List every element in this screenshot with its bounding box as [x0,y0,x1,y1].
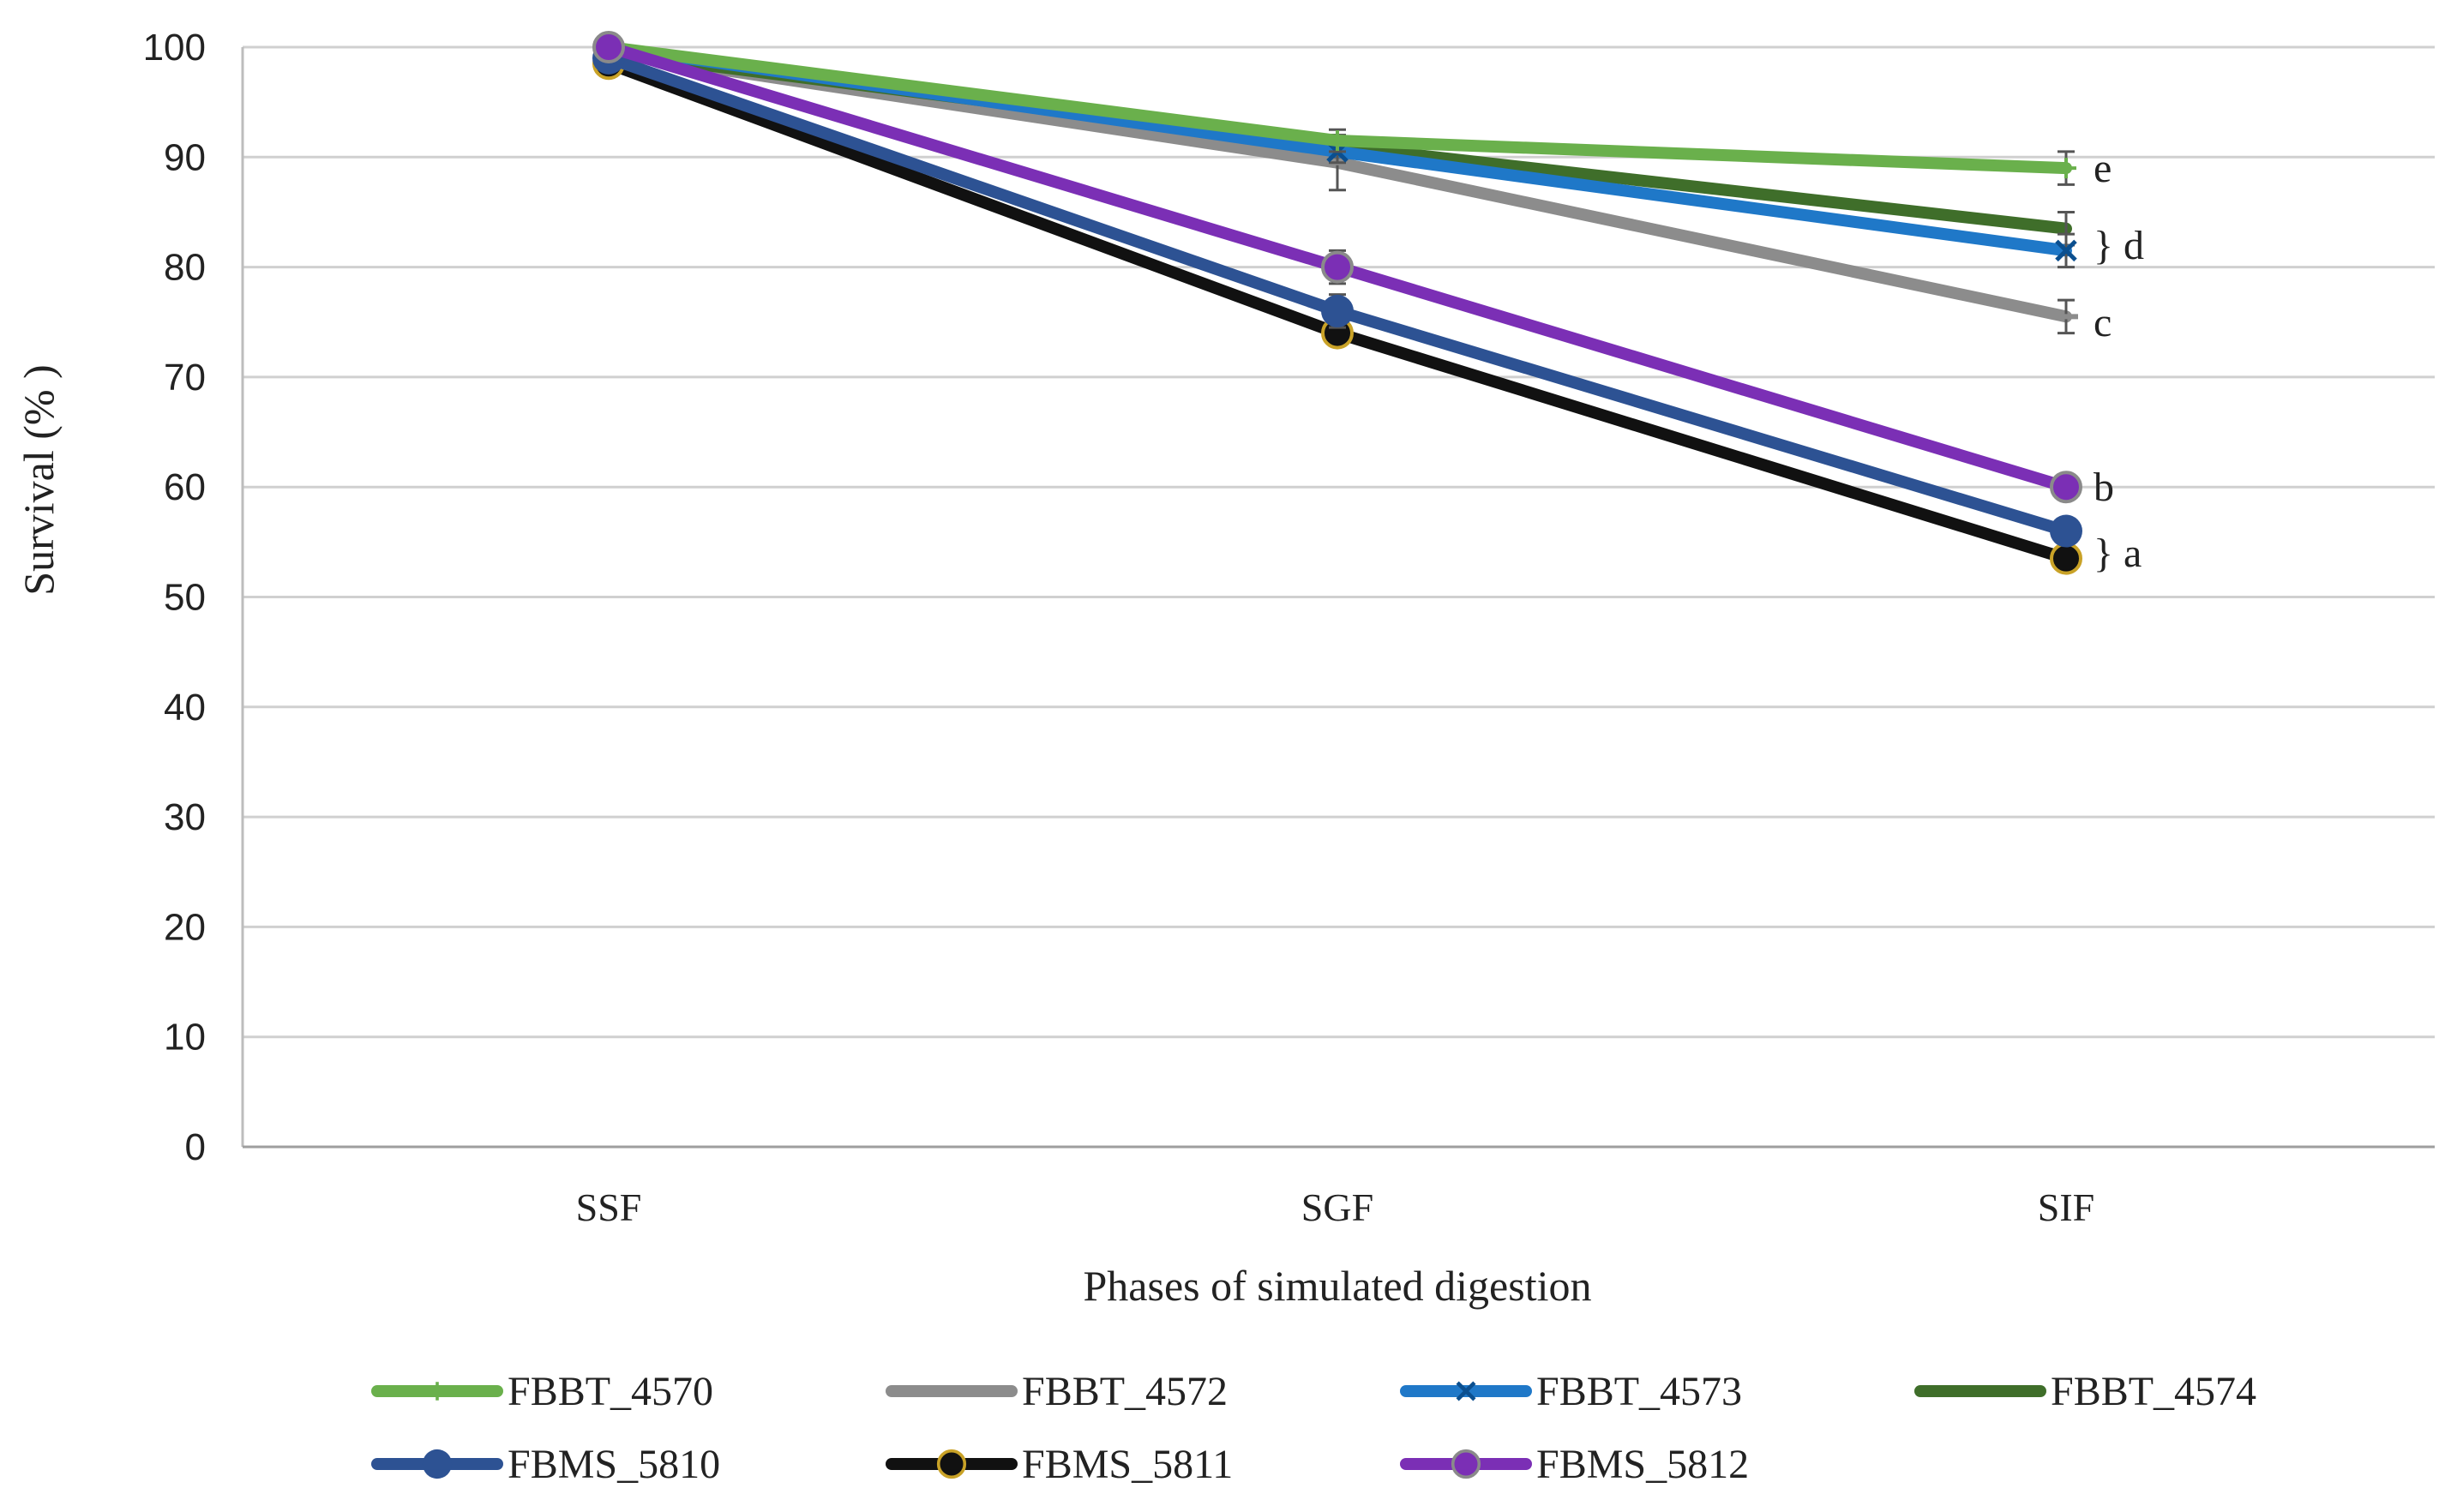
data-point [1451,1449,1481,1479]
x-tick-label: SSF [576,1185,642,1229]
legend-label: FBBT_4573 [1536,1369,1742,1414]
x-axis-title: Phases of simulated digestion [1084,1262,1592,1310]
series-FBMS_5812 [592,31,2082,504]
data-point [936,1449,967,1479]
legend: FBBT_4570 FBBT_4572 FBBT_4573 FBBT_4574 FBMS… [371,1369,2256,1487]
data-point [428,1382,447,1401]
data-point [2050,471,2082,504]
series-lines [592,31,2082,575]
axes: 0 10 20 30 40 50 60 70 80 90 100 SSF SGF SIF [143,27,2435,1229]
y-tick-label: 40 [164,687,206,729]
y-tick-label: 100 [143,27,206,69]
data-point [2050,542,2082,575]
legend-item-FBMS_5810: FBMS_5810 [371,1442,720,1487]
legend-label: FBMS_5812 [1536,1442,1749,1487]
legend-item-FBMS_5811: FBMS_5811 [886,1442,1233,1487]
y-tick-label: 10 [164,1017,206,1059]
significance-label: } a [2094,531,2142,576]
legend-item-FBMS_5812: FBMS_5812 [1400,1442,1749,1487]
y-tick-label: 90 [164,136,206,178]
y-tick-label: 0 [185,1126,206,1168]
legend-item-FBBT_4570: FBBT_4570 [371,1369,713,1414]
legend-label: FBBT_4570 [508,1369,713,1414]
legend-label: FBMS_5811 [1022,1442,1233,1487]
data-point [1321,294,1354,327]
data-point [1456,1381,1476,1401]
y-tick-label: 70 [164,357,206,399]
data-point [2056,158,2076,179]
x-tick-label: SGF [1301,1185,1373,1229]
data-point [2050,514,2082,548]
significance-label: e [2094,146,2112,191]
y-tick-label: 50 [164,577,206,619]
legend-label: FBMS_5810 [508,1442,720,1487]
y-tick-label: 30 [164,796,206,838]
y-tick-label: 60 [164,466,206,508]
legend-item-FBBT_4573: FBBT_4573 [1400,1369,1742,1414]
significance-label: c [2094,300,2112,345]
data-point [1327,130,1348,152]
legend-item-FBBT_4574: FBBT_4574 [1914,1369,2256,1414]
legend-label: FBBT_4572 [1022,1369,1228,1414]
data-point [1321,250,1354,284]
annotations: e } d c b } a [2094,146,2144,576]
significance-label: } d [2094,223,2144,268]
y-axis-title: Survival (% ) [15,364,63,595]
significance-label: b [2094,465,2114,510]
legend-label: FBBT_4574 [2051,1369,2256,1414]
y-tick-label: 80 [164,247,206,289]
data-point [2055,239,2077,262]
series-FBBT_4572 [597,46,2078,335]
x-tick-label: SIF [2038,1185,2094,1229]
series-FBMS_5810 [592,41,2082,548]
y-tick-label: 20 [164,906,206,948]
data-point [592,31,625,63]
data-point [422,1449,453,1479]
legend-item-FBBT_4572: FBBT_4572 [886,1369,1228,1414]
